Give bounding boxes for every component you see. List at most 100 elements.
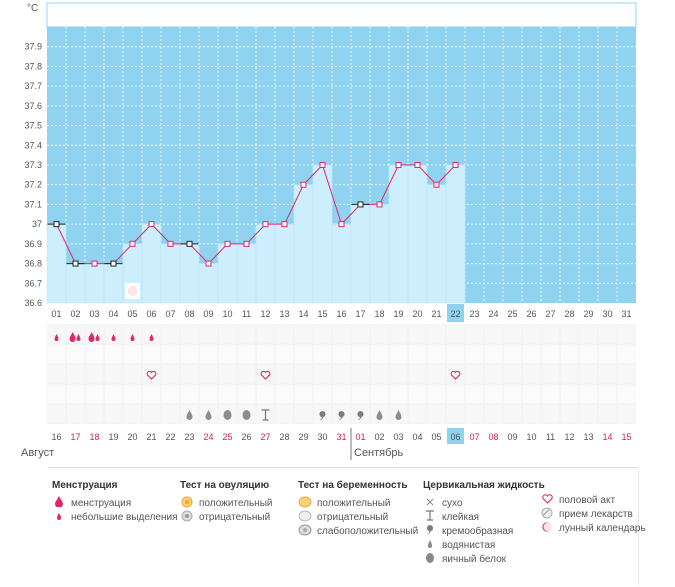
tracking-cell bbox=[161, 384, 180, 404]
legend-item: положительный bbox=[298, 496, 418, 510]
tracking-cell bbox=[47, 404, 66, 424]
watery-icon bbox=[205, 410, 212, 420]
legend-label: прием лекарств bbox=[559, 508, 633, 520]
tracking-cell bbox=[66, 364, 85, 384]
calendar-day-label: 25 bbox=[222, 432, 232, 442]
tracking-cell bbox=[579, 324, 598, 344]
y-tick-label: 37.9 bbox=[24, 42, 42, 52]
tracking-cell bbox=[66, 324, 85, 344]
tracking-cell bbox=[237, 384, 256, 404]
tracking-cell bbox=[313, 324, 332, 344]
tracking-cell bbox=[85, 344, 104, 364]
tracking-cell bbox=[256, 324, 275, 344]
tracking-cell bbox=[161, 324, 180, 344]
temperature-bar bbox=[274, 223, 295, 304]
legend-item: отрицательный bbox=[180, 510, 272, 524]
legend-title: Менструация bbox=[52, 480, 118, 491]
tracking-cell bbox=[237, 344, 256, 364]
day-label: 31 bbox=[621, 309, 631, 319]
tracking-cell bbox=[465, 344, 484, 364]
pregnancy-positive-icon bbox=[298, 496, 312, 511]
tracking-cell bbox=[370, 384, 389, 404]
tracking-cell bbox=[275, 324, 294, 344]
day-label: 22 bbox=[450, 309, 460, 319]
tracking-cell bbox=[560, 344, 579, 364]
temperature-marker bbox=[338, 221, 345, 228]
tracking-cell bbox=[142, 344, 161, 364]
current-date-highlight bbox=[447, 428, 464, 444]
day-label: 09 bbox=[203, 309, 213, 319]
moon-icon bbox=[540, 521, 554, 536]
tracking-cell bbox=[484, 364, 503, 384]
tracking-cell bbox=[199, 344, 218, 364]
tracking-cell bbox=[351, 384, 370, 404]
tracking-cell bbox=[104, 344, 123, 364]
calendar-day-label: 19 bbox=[108, 432, 118, 442]
tracking-cell bbox=[541, 324, 560, 344]
temperature-bar bbox=[160, 243, 181, 304]
day-label: 10 bbox=[222, 309, 232, 319]
calendar-day-label: 29 bbox=[298, 432, 308, 442]
temperature-marker bbox=[167, 240, 174, 247]
calendar-day-label: 28 bbox=[279, 432, 289, 442]
calendar-day-label: 03 bbox=[393, 432, 403, 442]
legend-divider bbox=[48, 467, 638, 468]
tracking-cell bbox=[617, 404, 636, 424]
day-label: 21 bbox=[431, 309, 441, 319]
tracking-cell bbox=[47, 384, 66, 404]
temperature-marker bbox=[452, 162, 459, 168]
calendar-day-label: 11 bbox=[546, 432, 555, 442]
day-label: 19 bbox=[393, 309, 403, 319]
day-label: 16 bbox=[336, 309, 346, 319]
tracking-cell bbox=[389, 384, 408, 404]
tracking-cell bbox=[142, 364, 161, 384]
tracking-cell bbox=[522, 384, 541, 404]
temperature-marker-black bbox=[186, 240, 193, 247]
egg-white-icon bbox=[223, 410, 232, 420]
tracking-cell bbox=[446, 404, 465, 424]
temperature-bar bbox=[179, 243, 200, 304]
legend-label: клейкая bbox=[442, 511, 480, 523]
menstruation-drop-small-icon bbox=[149, 334, 154, 341]
legend-item: водянистая bbox=[423, 538, 545, 552]
heart-icon bbox=[540, 493, 554, 507]
calendar-day-label: 15 bbox=[621, 432, 631, 442]
legend-pregnancy-test: Тест на беременность положительный отриц… bbox=[298, 480, 418, 538]
tracking-grid bbox=[47, 324, 636, 424]
day-label: 01 bbox=[51, 309, 61, 319]
calendar-day-label: 13 bbox=[583, 432, 593, 442]
tracking-cell bbox=[408, 404, 427, 424]
temperature-bar bbox=[369, 204, 390, 304]
tracking-cell bbox=[237, 364, 256, 384]
tracking-cell bbox=[427, 324, 446, 344]
tracking-cell bbox=[484, 404, 503, 424]
legend-item: половой акт bbox=[540, 493, 646, 507]
right-border bbox=[638, 470, 639, 585]
y-tick-label: 37.7 bbox=[24, 81, 42, 91]
tracking-cell bbox=[218, 324, 237, 344]
y-tick-label: 37.5 bbox=[24, 121, 42, 131]
sticky-icon bbox=[423, 510, 437, 524]
day-label: 24 bbox=[488, 309, 498, 319]
tracking-cell bbox=[370, 344, 389, 364]
legend-label: менструация bbox=[71, 497, 132, 509]
temperature-line bbox=[56, 164, 456, 265]
tracking-cell bbox=[142, 404, 161, 424]
watery-icon bbox=[395, 410, 402, 420]
dry-icon bbox=[423, 497, 437, 510]
day-label: 08 bbox=[184, 309, 194, 319]
legend-title: Тест на овуляцию bbox=[180, 480, 270, 491]
tracking-cell bbox=[560, 364, 579, 384]
day-label: 29 bbox=[583, 309, 593, 319]
tracking-cell bbox=[180, 324, 199, 344]
day-label: 13 bbox=[279, 309, 289, 319]
temperature-bar bbox=[350, 204, 371, 304]
tracking-cell bbox=[522, 364, 541, 384]
tracking-cell bbox=[427, 404, 446, 424]
creamy-icon bbox=[338, 411, 345, 420]
tracking-cell bbox=[541, 364, 560, 384]
tracking-cell bbox=[104, 364, 123, 384]
tracking-cell bbox=[579, 364, 598, 384]
temperature-bar bbox=[388, 164, 409, 304]
temperature-marker bbox=[376, 201, 383, 208]
